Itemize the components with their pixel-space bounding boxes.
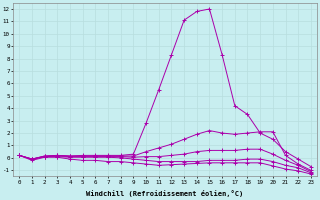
X-axis label: Windchill (Refroidissement éolien,°C): Windchill (Refroidissement éolien,°C) — [86, 190, 244, 197]
